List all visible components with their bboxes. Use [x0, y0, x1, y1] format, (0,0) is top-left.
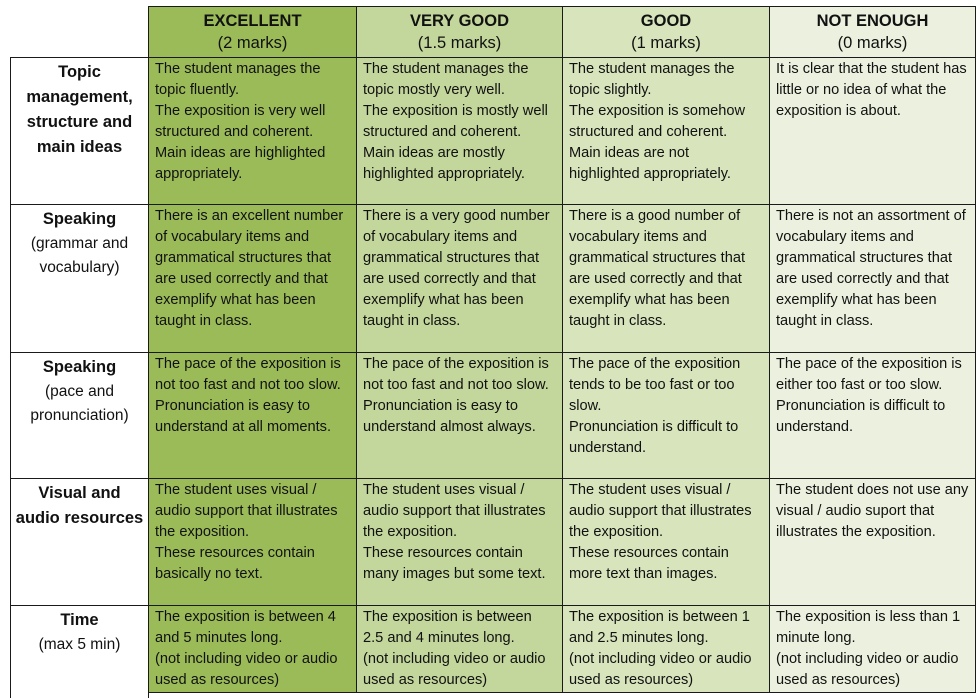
- descriptor-very-good: The student uses visual / audio support …: [356, 478, 563, 606]
- criterion-subtitle: (grammar and vocabulary): [30, 235, 129, 276]
- descriptor-text: The exposition is between 4 and 5 minute…: [155, 609, 338, 688]
- criterion-title: Speaking: [42, 358, 117, 376]
- descriptor-text: The pace of the exposition tends to be t…: [569, 356, 741, 456]
- criterion-speaking-pace: Speaking (pace and pronunciation): [10, 352, 149, 479]
- descriptor-text: The student manages the topic fluently. …: [155, 61, 326, 182]
- criterion-topic-management: Topic management, structure and main ide…: [10, 57, 149, 205]
- criterion-title: Topic management, structure and main ide…: [26, 63, 133, 156]
- descriptor-excellent: The student uses visual / audio support …: [148, 478, 357, 606]
- header-title: NOT ENOUGH: [816, 12, 929, 30]
- descriptor-very-good: The exposition is between 2.5 and 4 minu…: [356, 605, 563, 693]
- header-marks: (1.5 marks): [417, 34, 502, 52]
- descriptor-not-enough: The pace of the exposition is either too…: [769, 352, 976, 479]
- descriptor-text: The student manages the topic mostly ver…: [363, 61, 548, 182]
- descriptor-text: The student uses visual / audio support …: [155, 482, 338, 582]
- descriptor-good: The student manages the topic slightly. …: [562, 57, 770, 205]
- descriptor-text: There is not an assortment of vocabulary…: [776, 208, 966, 329]
- descriptor-text: The exposition is less than 1 minute lon…: [776, 609, 961, 688]
- descriptor-text: The pace of the exposition is either too…: [776, 356, 962, 435]
- header-marks: (2 marks): [217, 34, 288, 52]
- descriptor-text: The student uses visual / audio support …: [569, 482, 752, 582]
- header-excellent: EXCELLENT (2 marks): [148, 6, 357, 58]
- descriptor-text: There is a very good number of vocabular…: [363, 208, 550, 329]
- header-title: VERY GOOD: [409, 12, 510, 30]
- descriptor-good: The pace of the exposition tends to be t…: [562, 352, 770, 479]
- descriptor-text: There is a good number of vocabulary ite…: [569, 208, 745, 329]
- descriptor-excellent: The pace of the exposition is not too fa…: [148, 352, 357, 479]
- descriptor-text: There is an excellent number of vocabula…: [155, 208, 344, 329]
- descriptor-not-enough: The student does not use any visual / au…: [769, 478, 976, 606]
- descriptor-not-enough: There is not an assortment of vocabulary…: [769, 204, 976, 353]
- descriptor-not-enough: It is clear that the student has little …: [769, 57, 976, 205]
- header-title: GOOD: [640, 12, 692, 30]
- descriptor-text: The pace of the exposition is not too fa…: [155, 356, 341, 435]
- criterion-subtitle: (max 5 min): [38, 636, 121, 653]
- descriptor-excellent: The student manages the topic fluently. …: [148, 57, 357, 205]
- descriptor-text: The exposition is between 1 and 2.5 minu…: [569, 609, 752, 688]
- descriptor-very-good: The student manages the topic mostly ver…: [356, 57, 563, 205]
- descriptor-text: The student manages the topic slightly. …: [569, 61, 746, 182]
- header-very-good: VERY GOOD (1.5 marks): [356, 6, 563, 58]
- criterion-title: Speaking: [42, 210, 117, 228]
- descriptor-good: There is a good number of vocabulary ite…: [562, 204, 770, 353]
- descriptor-very-good: The pace of the exposition is not too fa…: [356, 352, 563, 479]
- criterion-title: Visual and audio resources: [15, 484, 144, 527]
- descriptor-very-good: There is a very good number of vocabular…: [356, 204, 563, 353]
- descriptor-good: The student uses visual / audio support …: [562, 478, 770, 606]
- descriptor-excellent: The exposition is between 4 and 5 minute…: [148, 605, 357, 693]
- criterion-visual-audio: Visual and audio resources: [10, 478, 149, 606]
- descriptor-text: The pace of the exposition is not too fa…: [363, 356, 549, 435]
- criterion-subtitle: (pace and pronunciation): [30, 383, 129, 424]
- descriptor-good: The exposition is between 1 and 2.5 minu…: [562, 605, 770, 693]
- header-title: EXCELLENT: [203, 12, 302, 30]
- criterion-title: Time: [60, 611, 99, 629]
- header-marks: (0 marks): [837, 34, 908, 52]
- descriptor-text: The exposition is between 2.5 and 4 minu…: [363, 609, 546, 688]
- header-good: GOOD (1 marks): [562, 6, 770, 58]
- descriptor-text: The student does not use any visual / au…: [776, 482, 969, 540]
- criterion-speaking-grammar: Speaking (grammar and vocabulary): [10, 204, 149, 353]
- header-marks: (1 marks): [631, 34, 701, 52]
- descriptor-excellent: There is an excellent number of vocabula…: [148, 204, 357, 353]
- header-not-enough: NOT ENOUGH (0 marks): [769, 6, 976, 58]
- criterion-time: Time (max 5 min): [10, 605, 149, 698]
- descriptor-not-enough: The exposition is less than 1 minute lon…: [769, 605, 976, 693]
- descriptor-text: The student uses visual / audio support …: [363, 482, 546, 582]
- descriptor-text: It is clear that the student has little …: [776, 61, 967, 119]
